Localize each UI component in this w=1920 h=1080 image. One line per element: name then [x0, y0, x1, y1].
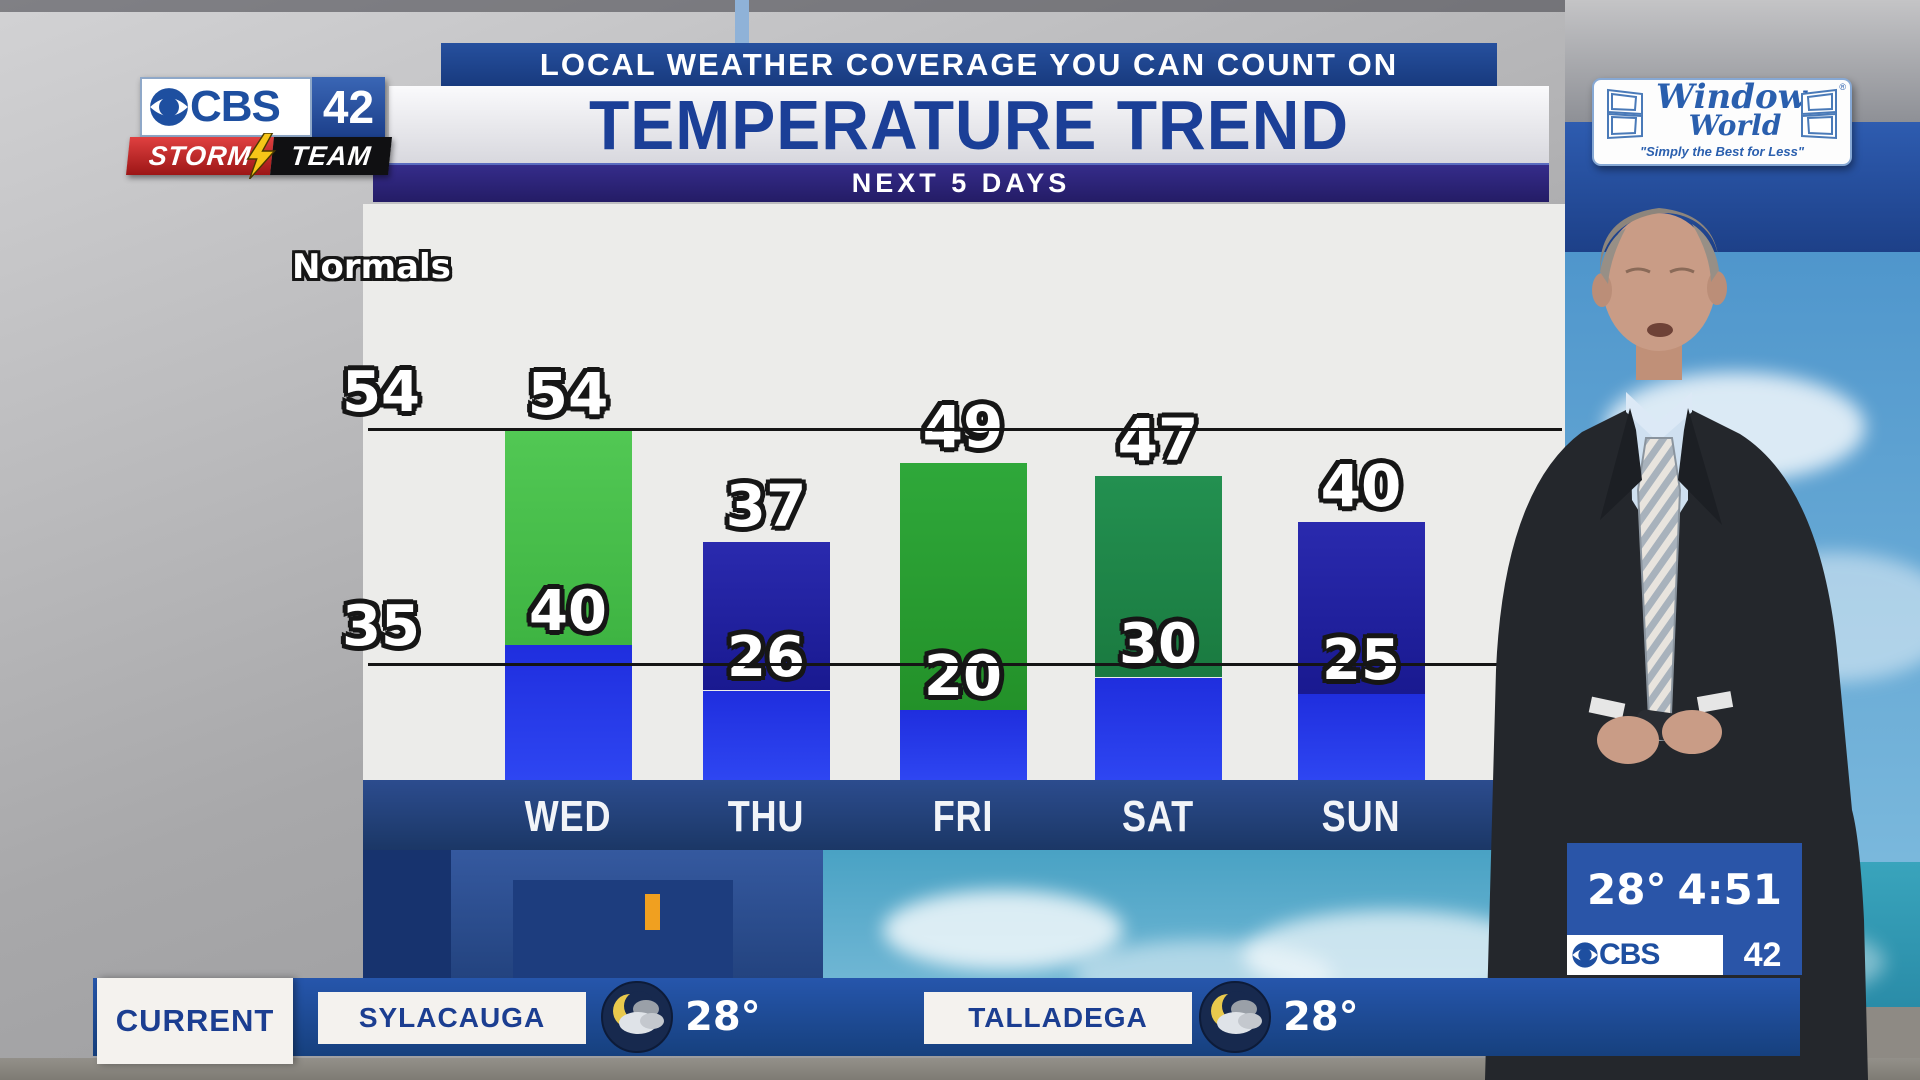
bar-low-thu: [702, 690, 830, 780]
lightning-bolt-icon: [246, 133, 277, 179]
sponsor-slogan: "Simply the Best for Less": [1639, 144, 1805, 159]
midground-dark-panel: [363, 850, 451, 978]
high-temp-label-fri: 49: [922, 393, 1004, 461]
subtitle-text: NEXT 5 DAYS: [851, 168, 1071, 198]
page-title: TEMPERATURE TREND: [588, 85, 1350, 164]
day-label-wed: WED: [524, 792, 612, 841]
midground-orange-marker: [645, 894, 660, 930]
bar-low-sat: [1094, 677, 1222, 780]
studio-midground: [363, 850, 1565, 978]
current-conditions-label: CURRENT: [97, 978, 293, 1064]
day-label-thu: THU: [727, 792, 805, 841]
chart-day-strip: [363, 780, 1565, 850]
current-temp: 28°: [1587, 864, 1667, 914]
cbs-wordmark: CBS: [1599, 938, 1660, 971]
bar-low-sun: [1297, 693, 1425, 780]
cbs42-storm-team-logo: CBS 42 STORM TEAM: [126, 77, 392, 179]
bar-low-wed: [504, 645, 632, 780]
moon-clouds-icon: [1199, 981, 1271, 1053]
normals-label: Normals: [292, 247, 451, 287]
subtitle-banner: NEXT 5 DAYS: [373, 163, 1549, 202]
cbs-wordmark: CBS: [190, 82, 281, 131]
high-temp-label-thu: 37: [725, 472, 807, 541]
window-world-logo: Window World ® "Simply the Best for Less…: [1592, 78, 1852, 166]
midground-monitor: [513, 880, 733, 978]
high-temp-label-wed: 54: [527, 360, 609, 428]
studio-floor: [0, 1058, 1920, 1080]
current-time: 4:51: [1677, 864, 1782, 914]
axis-label-normal-high: 54: [342, 360, 420, 425]
low-temp-label-wed: 40: [529, 579, 607, 644]
ceiling-edge: [0, 0, 1565, 12]
open-window-icon: [1607, 88, 1643, 140]
low-temp-label-thu: 26: [727, 624, 805, 690]
day-label-fri: FRI: [932, 792, 994, 841]
cbs-eye-icon: [150, 88, 188, 126]
day-label-sun: SUN: [1321, 792, 1401, 841]
bar-low-fri: [899, 710, 1027, 780]
bar-high-fri: [899, 463, 1027, 710]
registered-mark: ®: [1839, 82, 1846, 92]
station-number: 42: [312, 77, 385, 137]
station-number: 42: [1743, 936, 1782, 974]
normal-high-gridline: [368, 428, 1562, 431]
time-temp-bug: 28° 4:51 CBS 42: [1567, 843, 1802, 975]
low-temp-label-sun: 25: [1322, 627, 1400, 693]
day-label-sat: SAT: [1122, 792, 1194, 841]
sponsor-name-line1: Window: [1656, 78, 1807, 117]
location-temp: 28°: [685, 994, 761, 1040]
wall-light-slit: [735, 0, 749, 44]
sponsor-name-line2: World: [1688, 108, 1782, 142]
location-box: SYLACAUGA: [318, 992, 586, 1044]
tagline-text: LOCAL WEATHER COVERAGE YOU CAN COUNT ON: [539, 46, 1399, 82]
title-banner: TEMPERATURE TREND: [389, 86, 1549, 163]
location-temp: 28°: [1283, 994, 1359, 1040]
axis-label-normal-low: 35: [342, 594, 420, 659]
lower-third-bar: CURRENT SYLACAUGA 28° TALLADEGA 28°: [93, 978, 1800, 1064]
tagline-banner: LOCAL WEATHER COVERAGE YOU CAN COUNT ON: [441, 43, 1497, 86]
bar-high-sat: [1094, 476, 1222, 678]
normal-low-gridline: [368, 663, 1562, 666]
low-temp-label-fri: 20: [924, 644, 1002, 709]
high-temp-label-sat: 47: [1117, 406, 1199, 475]
location-box: TALLADEGA: [924, 992, 1192, 1044]
cbs-eye-icon: [1572, 942, 1598, 968]
open-window-icon: [1801, 88, 1837, 140]
bar-high-wed: [504, 430, 632, 645]
moon-clouds-icon: [601, 981, 673, 1053]
high-temp-label-sun: 40: [1320, 452, 1402, 521]
team-label: TEAM: [270, 137, 392, 175]
